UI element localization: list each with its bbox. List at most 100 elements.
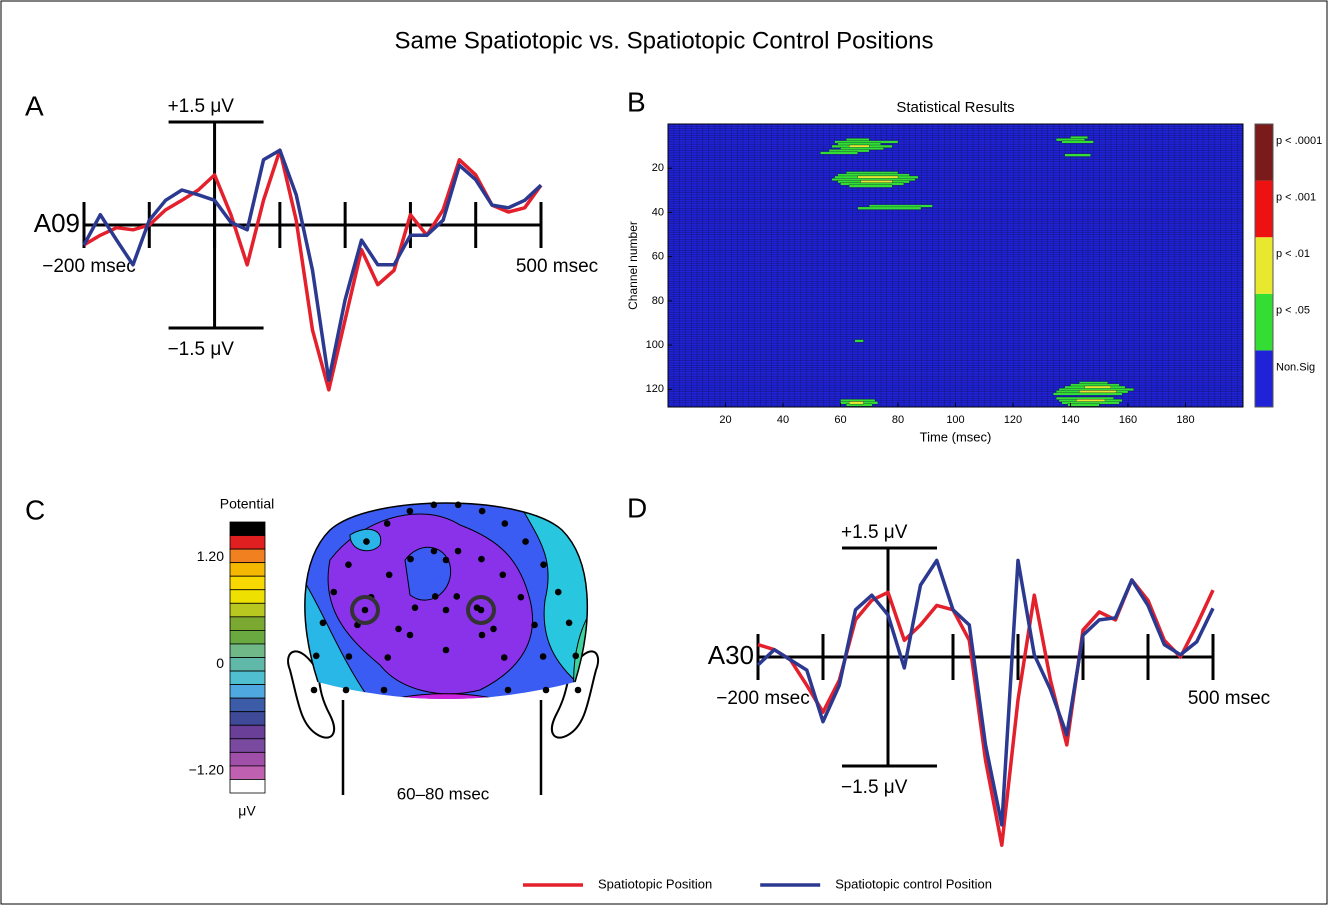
electrode: [500, 654, 508, 661]
electrode: [384, 654, 392, 661]
channel-label: A09: [34, 208, 80, 238]
electrode: [539, 653, 547, 660]
electrode: [363, 538, 370, 545]
colorbar-cell: [1255, 350, 1273, 407]
x-tick-label: 20: [719, 414, 731, 426]
ear: [287, 650, 336, 739]
panel-letter: B: [627, 86, 646, 117]
electrode: [504, 686, 512, 694]
colorbar-label: p < .0001: [1276, 135, 1322, 147]
x-tick-label: 160: [1119, 414, 1137, 426]
electrode: [454, 501, 462, 509]
sig-cell: [820, 151, 858, 155]
erp-line: [83, 148, 543, 392]
colorbar-cell: [229, 521, 266, 536]
colorbar-cell: [229, 643, 266, 658]
sig-cell: [848, 184, 893, 188]
y-tick-label: 120: [646, 383, 664, 395]
electrode: [380, 686, 388, 694]
x-tick-label: 40: [777, 414, 789, 426]
x-tick-label: 100: [946, 414, 964, 426]
x-tick-label: 80: [892, 414, 904, 426]
head-outline: [304, 502, 588, 683]
electrode: [540, 561, 547, 568]
electrode: [453, 593, 461, 600]
electrode: [442, 606, 450, 614]
reference-electrode: [466, 595, 496, 625]
colorbar-label: Non.Sig: [1276, 361, 1315, 373]
colorbar-cell: [1255, 124, 1273, 181]
y-tick-label: 60: [652, 251, 664, 263]
colorbar-cell: [229, 697, 266, 713]
electrode: [406, 631, 414, 639]
colorbar-tick-label: 1.20: [197, 548, 224, 564]
y-axis-title: Channel number: [626, 221, 640, 310]
electrode: [499, 571, 507, 579]
electrode: [490, 625, 497, 633]
colorbar-unit: μV: [238, 803, 256, 819]
electrode: [407, 555, 414, 563]
colorbar-cell: [229, 670, 266, 685]
colorbar-cell: [229, 765, 266, 780]
colorbar-cell: [229, 684, 266, 699]
electrode: [478, 631, 486, 639]
erp-line: [756, 558, 1215, 827]
electrode: [430, 547, 438, 555]
electrode: [517, 593, 525, 601]
electrode: [478, 555, 485, 563]
time-window: 60–80 msec: [397, 784, 490, 803]
electrode: [572, 652, 580, 660]
plot-title: Statistical Results: [896, 99, 1014, 116]
colorbar-tick-label: 0: [216, 655, 224, 671]
colorbar-cell: [229, 575, 266, 591]
electrode: [501, 520, 509, 527]
x-tick-label: 140: [1061, 414, 1079, 426]
legend-label: Spatiotopic control Position: [835, 876, 992, 891]
colorbar-cell: [229, 548, 266, 564]
colorbar-title: Potential: [220, 496, 274, 512]
colorbar-cell: [229, 657, 266, 672]
electrode: [310, 686, 318, 694]
ear: [550, 650, 600, 739]
y-tick-label: 40: [652, 206, 664, 218]
colorbar-cell: [229, 562, 266, 577]
colorbar-cell: [229, 630, 266, 645]
y-tick-label: +1.5 μV: [168, 96, 235, 117]
colorbar-cell: [1255, 293, 1273, 351]
sig-cell: [1053, 392, 1123, 396]
sig-cell: [848, 401, 864, 405]
y-tick-label: 80: [652, 295, 664, 307]
region: [378, 693, 512, 699]
region: [404, 546, 452, 601]
electrode: [478, 507, 486, 515]
colorbar-label: p < .05: [1276, 305, 1310, 317]
electrode: [383, 520, 391, 527]
colorbar-cell: [1255, 180, 1273, 238]
y-tick-label: 20: [652, 162, 664, 174]
colorbar-label: p < .001: [1276, 191, 1316, 203]
panel-letter: D: [627, 492, 647, 523]
y-tick-label: +1.5 μV: [841, 522, 908, 543]
electrode: [430, 501, 438, 509]
y-tick-label: 100: [646, 339, 664, 351]
x-tick-label: 180: [1176, 414, 1194, 426]
electrode: [531, 621, 538, 629]
electrode: [411, 604, 419, 612]
electrode: [361, 606, 369, 614]
x-end-label: −200 msec: [716, 688, 809, 709]
x-end-label: −200 msec: [42, 256, 135, 277]
reference-electrode: [350, 595, 380, 625]
panel-letter: C: [25, 494, 45, 525]
electrode: [406, 507, 414, 515]
colorbar-cell: [229, 711, 266, 726]
y-tick-label: −1.5 μV: [168, 339, 235, 360]
electrode: [542, 686, 550, 694]
colorbar-cell: [1255, 237, 1273, 294]
colorbar-cell: [229, 724, 266, 740]
sig-cell: [1067, 403, 1100, 407]
sig-cell: [854, 339, 864, 343]
sig-cell: [857, 206, 922, 210]
colorbar-cell: [229, 535, 266, 550]
